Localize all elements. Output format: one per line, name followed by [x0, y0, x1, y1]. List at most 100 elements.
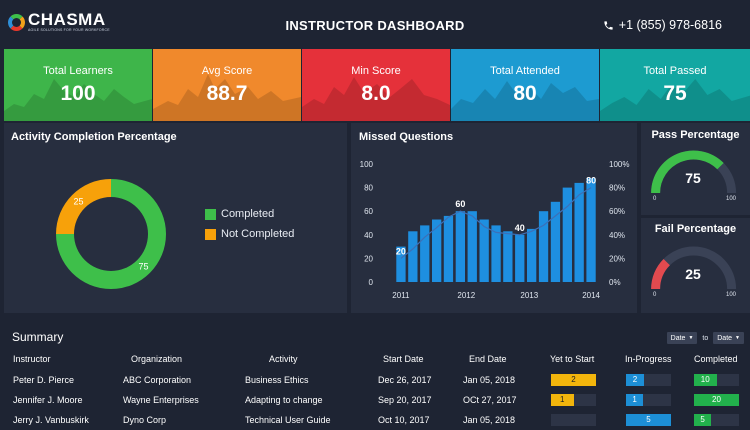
date-from-value: Date: [670, 334, 686, 342]
panel-title: Missed Questions: [359, 131, 454, 143]
bar[interactable]: [586, 178, 596, 282]
cell-start: Oct 10, 2017: [378, 415, 430, 425]
kpi-label: Avg Score: [201, 65, 253, 77]
date-to-label: to: [702, 334, 709, 342]
kpi-card-total-passed[interactable]: Total Passed 75: [600, 49, 750, 121]
panel-title: Pass Percentage: [651, 129, 740, 141]
kpi-card-total-attended[interactable]: Total Attended 80: [451, 49, 599, 121]
cell-activity: Business Ethics: [245, 375, 309, 385]
x-tick: 2012: [457, 291, 475, 300]
donut-label-completed: 75: [138, 262, 148, 272]
brand-logo[interactable]: CHASMA AGILE SOLUTIONS FOR YOUR WORKFORC…: [8, 11, 110, 33]
legend-item-completed[interactable]: Completed: [205, 204, 294, 224]
bar[interactable]: [562, 187, 572, 282]
kpi-value: 8.0: [361, 82, 391, 105]
x-tick: 2014: [582, 291, 600, 300]
cell-instructor: Peter D. Pierce: [13, 375, 75, 385]
kpi-wave-decoration: [153, 74, 301, 121]
donut-segment-not-completed[interactable]: [56, 179, 111, 234]
column-header-instructor[interactable]: Instructor: [13, 354, 51, 364]
column-header-completed[interactable]: Completed: [694, 354, 738, 364]
fail-percentage-panel: Fail Percentage 25 0 100: [641, 218, 750, 313]
progress-fill: 2: [626, 374, 644, 386]
donut-chart: 75 25: [56, 179, 166, 289]
bar[interactable]: [574, 182, 584, 282]
missed-questions-panel: Missed Questions 0 0% 20 20% 40 40% 60 60% 80 80%…: [351, 123, 637, 313]
trend-line: [400, 187, 592, 259]
phone-contact[interactable]: +1 (855) 978-6816: [603, 18, 722, 32]
cell-organization: Dyno Corp: [123, 415, 167, 425]
date-range-filter: Date ▼ to Date ▼: [666, 332, 744, 344]
cell-instructor: Jennifer J. Moore: [13, 395, 83, 405]
cell-start: Sep 20, 2017: [378, 395, 432, 405]
date-to-select[interactable]: Date ▼: [713, 332, 744, 344]
kpi-card-min-score[interactable]: Min Score 8.0: [302, 49, 450, 121]
bar[interactable]: [491, 225, 501, 282]
cell-start: Dec 26, 2017: [378, 375, 432, 385]
y-tick-right: 60%: [609, 207, 625, 216]
gauge-fill: [651, 258, 671, 290]
legend-item-not-completed[interactable]: Not Completed: [205, 224, 294, 244]
progress-bar-completed: 10: [694, 374, 739, 386]
progress-fill: 5: [694, 414, 712, 426]
page-title: INSTRUCTOR DASHBOARD: [285, 18, 465, 33]
x-tick: 2013: [520, 291, 538, 300]
bar[interactable]: [538, 211, 549, 282]
donut-segment-completed[interactable]: [56, 179, 166, 289]
kpi-value: 88.7: [206, 82, 248, 105]
pass-gauge: [651, 150, 737, 194]
date-from-select[interactable]: Date ▼: [666, 332, 698, 344]
brand-tagline: AGILE SOLUTIONS FOR YOUR WORKFORCE: [28, 28, 110, 32]
gauge-value: 25: [685, 266, 701, 282]
cell-activity: Adapting to change: [245, 395, 323, 405]
kpi-wave-decoration: [451, 81, 599, 121]
bar[interactable]: [455, 211, 465, 282]
bar[interactable]: [467, 211, 477, 282]
kpi-card-avg-score[interactable]: Avg Score 88.7: [153, 49, 301, 121]
fail-gauge: [651, 246, 737, 290]
legend-label: Completed: [221, 208, 275, 220]
column-header-yet-to-start[interactable]: Yet to Start: [550, 354, 595, 364]
date-to-value: Date: [717, 334, 733, 342]
kpi-label: Total Learners: [43, 65, 113, 77]
progress-bar-completed: 5: [694, 414, 739, 426]
progress-fill: 20: [694, 394, 739, 406]
bar[interactable]: [432, 219, 442, 283]
progress-fill: 5: [626, 414, 671, 426]
bar[interactable]: [396, 246, 406, 282]
kpi-label: Min Score: [351, 65, 401, 77]
progress-bar-yet: 1: [551, 394, 596, 406]
data-label: 60: [455, 199, 465, 209]
logo-icon: [8, 14, 25, 31]
phone-number: +1 (855) 978-6816: [618, 18, 722, 32]
panel-title: Fail Percentage: [654, 223, 737, 235]
column-header-organization[interactable]: Organization: [131, 354, 183, 364]
gauge-value: 75: [685, 170, 701, 186]
cell-activity: Technical User Guide: [245, 415, 331, 425]
bar[interactable]: [527, 228, 537, 282]
donut-label-not-completed: 25: [73, 197, 83, 207]
progress-bar-progress: 5: [626, 414, 671, 426]
bar[interactable]: [420, 225, 430, 282]
y-tick-left: 80: [364, 184, 373, 193]
kpi-label: Total Passed: [643, 65, 707, 77]
gauge-max: 100: [726, 292, 737, 298]
column-header-end-date[interactable]: End Date: [469, 354, 507, 364]
bar[interactable]: [503, 231, 513, 282]
y-tick-right: 0%: [609, 278, 621, 287]
column-header-in-progress[interactable]: In-Progress: [625, 354, 672, 364]
bar[interactable]: [550, 201, 561, 282]
kpi-card-total-learners[interactable]: Total Learners 100: [4, 49, 152, 121]
cell-end: Jan 05, 2018: [463, 375, 516, 385]
bar[interactable]: [479, 219, 489, 283]
column-header-start-date[interactable]: Start Date: [383, 354, 424, 364]
bar[interactable]: [408, 231, 418, 282]
bar[interactable]: [443, 215, 454, 282]
column-header-activity[interactable]: Activity: [269, 354, 298, 364]
kpi-value: 75: [663, 82, 687, 105]
bar[interactable]: [515, 234, 525, 282]
progress-fill: 1: [626, 394, 644, 406]
cell-end: OCt 27, 2017: [463, 395, 517, 405]
gauge-fill: [651, 150, 724, 194]
legend-label: Not Completed: [221, 228, 295, 240]
